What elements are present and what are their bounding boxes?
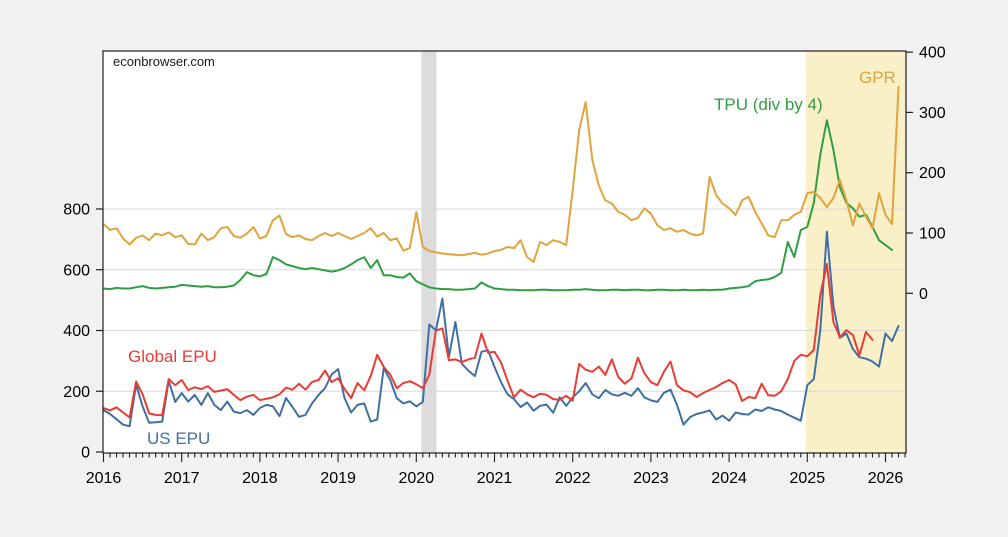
annotation-global-epu: Global EPU [128, 347, 217, 366]
plot-frame [102, 50, 907, 454]
x-tick-label-2026: 2026 [868, 470, 904, 487]
annotation-us-epu: US EPU [147, 429, 210, 448]
x-tick-label-2024: 2024 [711, 470, 747, 487]
series-global-epu [102, 263, 874, 419]
band-post-2025-highlight [805, 51, 906, 453]
series-gpr [102, 86, 900, 263]
x-tick-label-2021: 2021 [477, 470, 513, 487]
x-tick-label-2022: 2022 [555, 470, 591, 487]
x-tick-label-2018: 2018 [242, 470, 278, 487]
left-axis: 0 200 400 600 800 [63, 202, 103, 462]
left-tick-label-0: 0 [81, 445, 90, 462]
right-tick-label-0: 0 [919, 286, 928, 303]
series-us-epu [102, 230, 900, 428]
x-tick-label-2019: 2019 [320, 470, 356, 487]
x-tick-label-2020: 2020 [399, 470, 435, 487]
x-tick-label-2017: 2017 [164, 470, 200, 487]
series-tpu-div-by-4 [102, 119, 893, 292]
left-tick-label-600: 600 [63, 262, 90, 279]
series-annotations: Global EPU US EPU TPU (div by 4) GPR [128, 68, 896, 448]
gridlines [103, 208, 906, 392]
right-tick-label-300: 300 [919, 105, 946, 122]
left-tick-label-200: 200 [63, 384, 90, 401]
right-tick-label-100: 100 [919, 226, 946, 243]
annotation-gpr: GPR [859, 68, 896, 87]
plot-area [103, 51, 906, 453]
x-tick-label-2016: 2016 [86, 470, 122, 487]
right-tick-label-400: 400 [919, 45, 946, 62]
annotation-tpu-div-by-4: TPU (div by 4) [714, 95, 823, 114]
right-axis: 0 100 200 300 400 [906, 45, 946, 303]
x-tick-label-2025: 2025 [790, 470, 826, 487]
watermark: econbrowser.com [113, 54, 215, 69]
left-tick-label-800: 800 [63, 202, 90, 219]
bottom-axis: 2016 2017 2018 2019 2020 2021 2022 2023 2024 2025… [86, 453, 906, 487]
left-tick-label-400: 400 [63, 323, 90, 340]
right-tick-label-200: 200 [919, 165, 946, 182]
x-tick-label-2023: 2023 [633, 470, 669, 487]
